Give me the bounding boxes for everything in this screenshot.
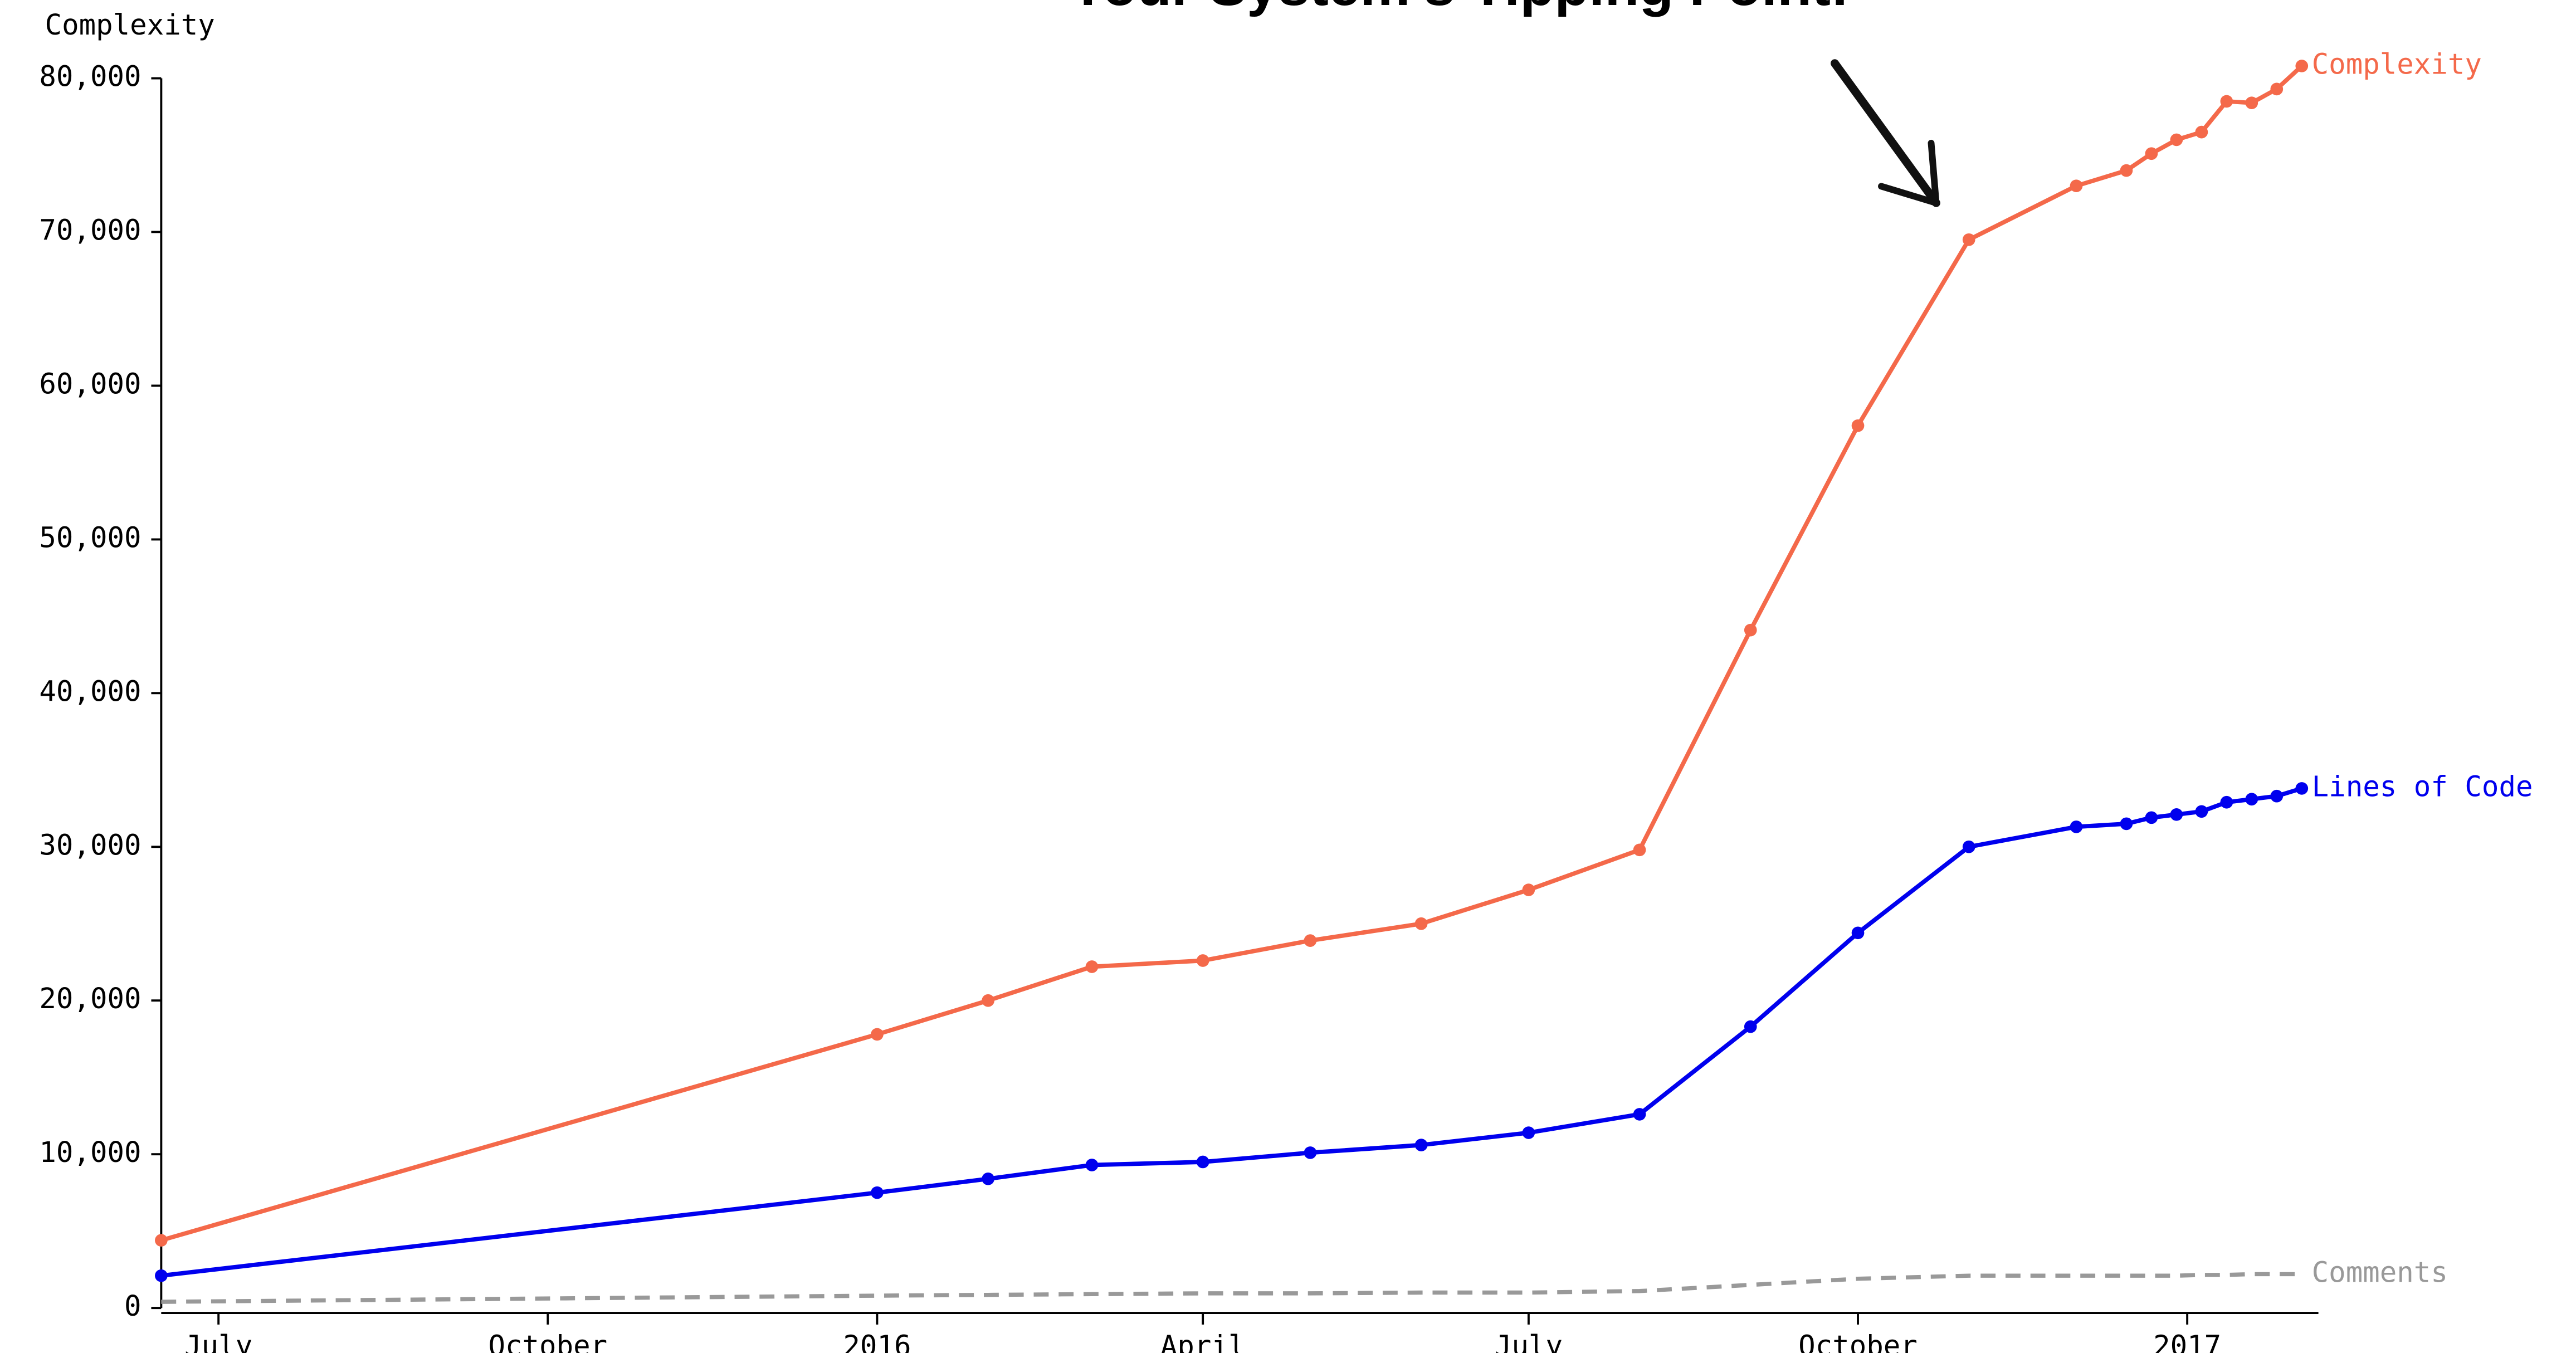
point	[982, 1172, 994, 1185]
point	[871, 1028, 884, 1041]
point	[1633, 1108, 1646, 1121]
point	[1962, 840, 1975, 853]
x-tick-label: July	[184, 1330, 252, 1353]
x-tick-label: October	[1798, 1330, 1918, 1353]
y-tick-label: 30,000	[39, 828, 141, 861]
y-axis-label: Complexity	[45, 8, 215, 41]
point	[2295, 60, 2309, 72]
y-tick-label: 50,000	[39, 521, 141, 554]
point	[1851, 926, 1865, 940]
x-tick-label: April	[1160, 1330, 1246, 1353]
y-tick-label: 0	[124, 1289, 142, 1322]
series-label: Lines of Code	[2312, 770, 2533, 803]
series-line	[160, 64, 2304, 1243]
point	[2170, 133, 2183, 146]
point	[2195, 805, 2208, 818]
point	[1522, 883, 1535, 896]
point	[2145, 811, 2158, 824]
y-tick-label: 70,000	[39, 213, 141, 246]
point	[155, 1234, 168, 1247]
point	[1962, 233, 1975, 246]
point	[2295, 782, 2309, 795]
point	[155, 1269, 168, 1282]
annotation-arrow	[1831, 59, 1940, 207]
point	[2195, 125, 2208, 139]
point	[2170, 808, 2183, 821]
point	[2120, 817, 2133, 831]
point	[2145, 147, 2158, 160]
point	[2270, 789, 2284, 803]
series-line	[160, 786, 2302, 1278]
point	[871, 1186, 884, 1199]
point	[2120, 164, 2133, 177]
y-tick-label: 20,000	[39, 982, 141, 1015]
point	[982, 994, 994, 1007]
point	[1304, 934, 1317, 947]
point	[1085, 960, 1099, 973]
point	[1744, 623, 1757, 637]
y-tick-label: 80,000	[39, 60, 141, 93]
series-label: Comments	[2312, 1256, 2448, 1288]
point	[2220, 795, 2233, 809]
point	[1414, 1139, 1428, 1151]
y-tick-label: 60,000	[39, 367, 141, 400]
point	[1085, 1159, 1099, 1171]
point	[2245, 96, 2258, 110]
point	[2245, 793, 2258, 806]
point	[1414, 917, 1428, 930]
point	[1633, 843, 1646, 857]
y-tick-label: 40,000	[39, 675, 141, 707]
point	[2070, 179, 2083, 193]
y-tick-label: 10,000	[39, 1136, 141, 1169]
chart-title: Your System's Tipping Point!	[1069, 0, 1850, 17]
point	[1744, 1020, 1757, 1033]
point	[1196, 954, 1209, 967]
point	[1304, 1146, 1317, 1159]
point	[2070, 820, 2083, 833]
point	[2220, 95, 2233, 108]
series-label: Complexity	[2312, 47, 2482, 80]
point	[1196, 1155, 1209, 1169]
x-tick-label: 2016	[843, 1330, 911, 1353]
x-tick-label: 2017	[2153, 1330, 2221, 1353]
point	[2270, 82, 2284, 96]
point	[1522, 1126, 1535, 1139]
x-tick-label: July	[1495, 1330, 1563, 1353]
point	[1851, 419, 1865, 432]
series-line	[161, 1272, 2302, 1304]
x-tick-label: October	[488, 1330, 607, 1353]
